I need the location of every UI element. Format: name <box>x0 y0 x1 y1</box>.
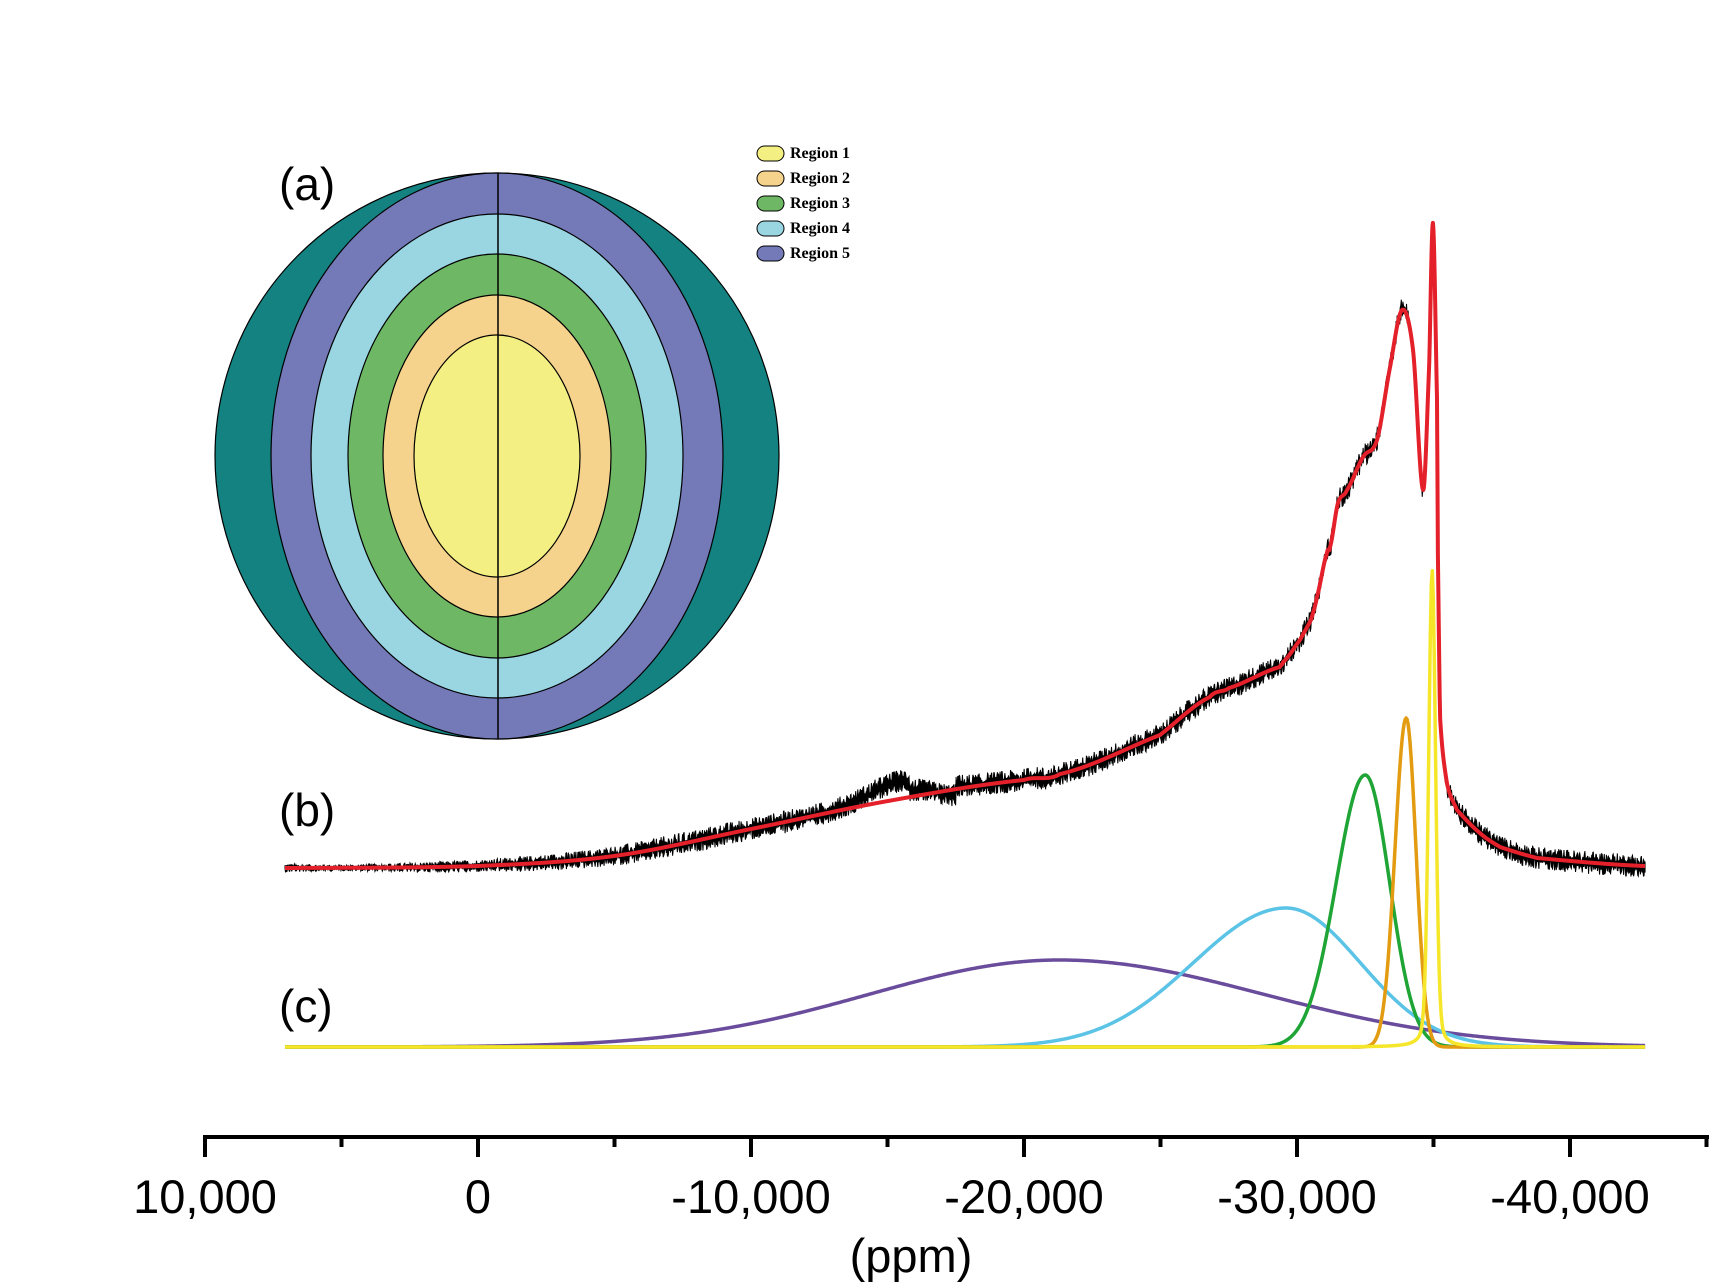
legend-swatch <box>756 220 785 237</box>
legend-swatch <box>756 145 785 162</box>
legend-label: Region 4 <box>790 220 850 237</box>
x-axis: 10,000 0 -10,000 -20,000 -30,000 -40,000 <box>133 1135 1709 1223</box>
legend-swatch <box>756 195 785 212</box>
spectrum-c <box>284 568 1646 1049</box>
legend-label: Region 2 <box>790 170 850 187</box>
legend-item: Region 5 <box>756 245 850 262</box>
legend: Region 1 Region 2 Region 3 Region 4 Region 5 <box>756 145 850 262</box>
panel-label-c: (c) <box>279 980 333 1032</box>
legend-item: Region 3 <box>756 195 850 212</box>
tick-label: -10,000 <box>671 1170 830 1223</box>
legend-item: Region 4 <box>756 220 850 237</box>
fit-curve <box>283 220 1647 870</box>
legend-item: Region 2 <box>756 170 850 187</box>
component-region-1 <box>284 568 1646 1049</box>
particle-schematic <box>214 172 780 740</box>
legend-label: Region 3 <box>790 195 850 212</box>
legend-label: Region 1 <box>790 145 850 162</box>
tick-label: -30,000 <box>1217 1170 1376 1223</box>
tick-label: 10,000 <box>133 1170 277 1223</box>
panel-label-b: (b) <box>279 784 335 836</box>
tick-label: -40,000 <box>1490 1170 1649 1223</box>
legend-item: Region 1 <box>756 145 850 162</box>
panel-label-a: (a) <box>279 158 335 210</box>
legend-swatch <box>756 170 785 187</box>
region-1-ellipse <box>413 334 581 578</box>
spectrum-b <box>283 220 1647 878</box>
x-axis-title: (ppm) <box>850 1229 973 1282</box>
tick-label: 0 <box>465 1170 491 1223</box>
legend-swatch <box>756 245 785 262</box>
legend-label: Region 5 <box>790 245 850 262</box>
tick-label: -20,000 <box>944 1170 1103 1223</box>
